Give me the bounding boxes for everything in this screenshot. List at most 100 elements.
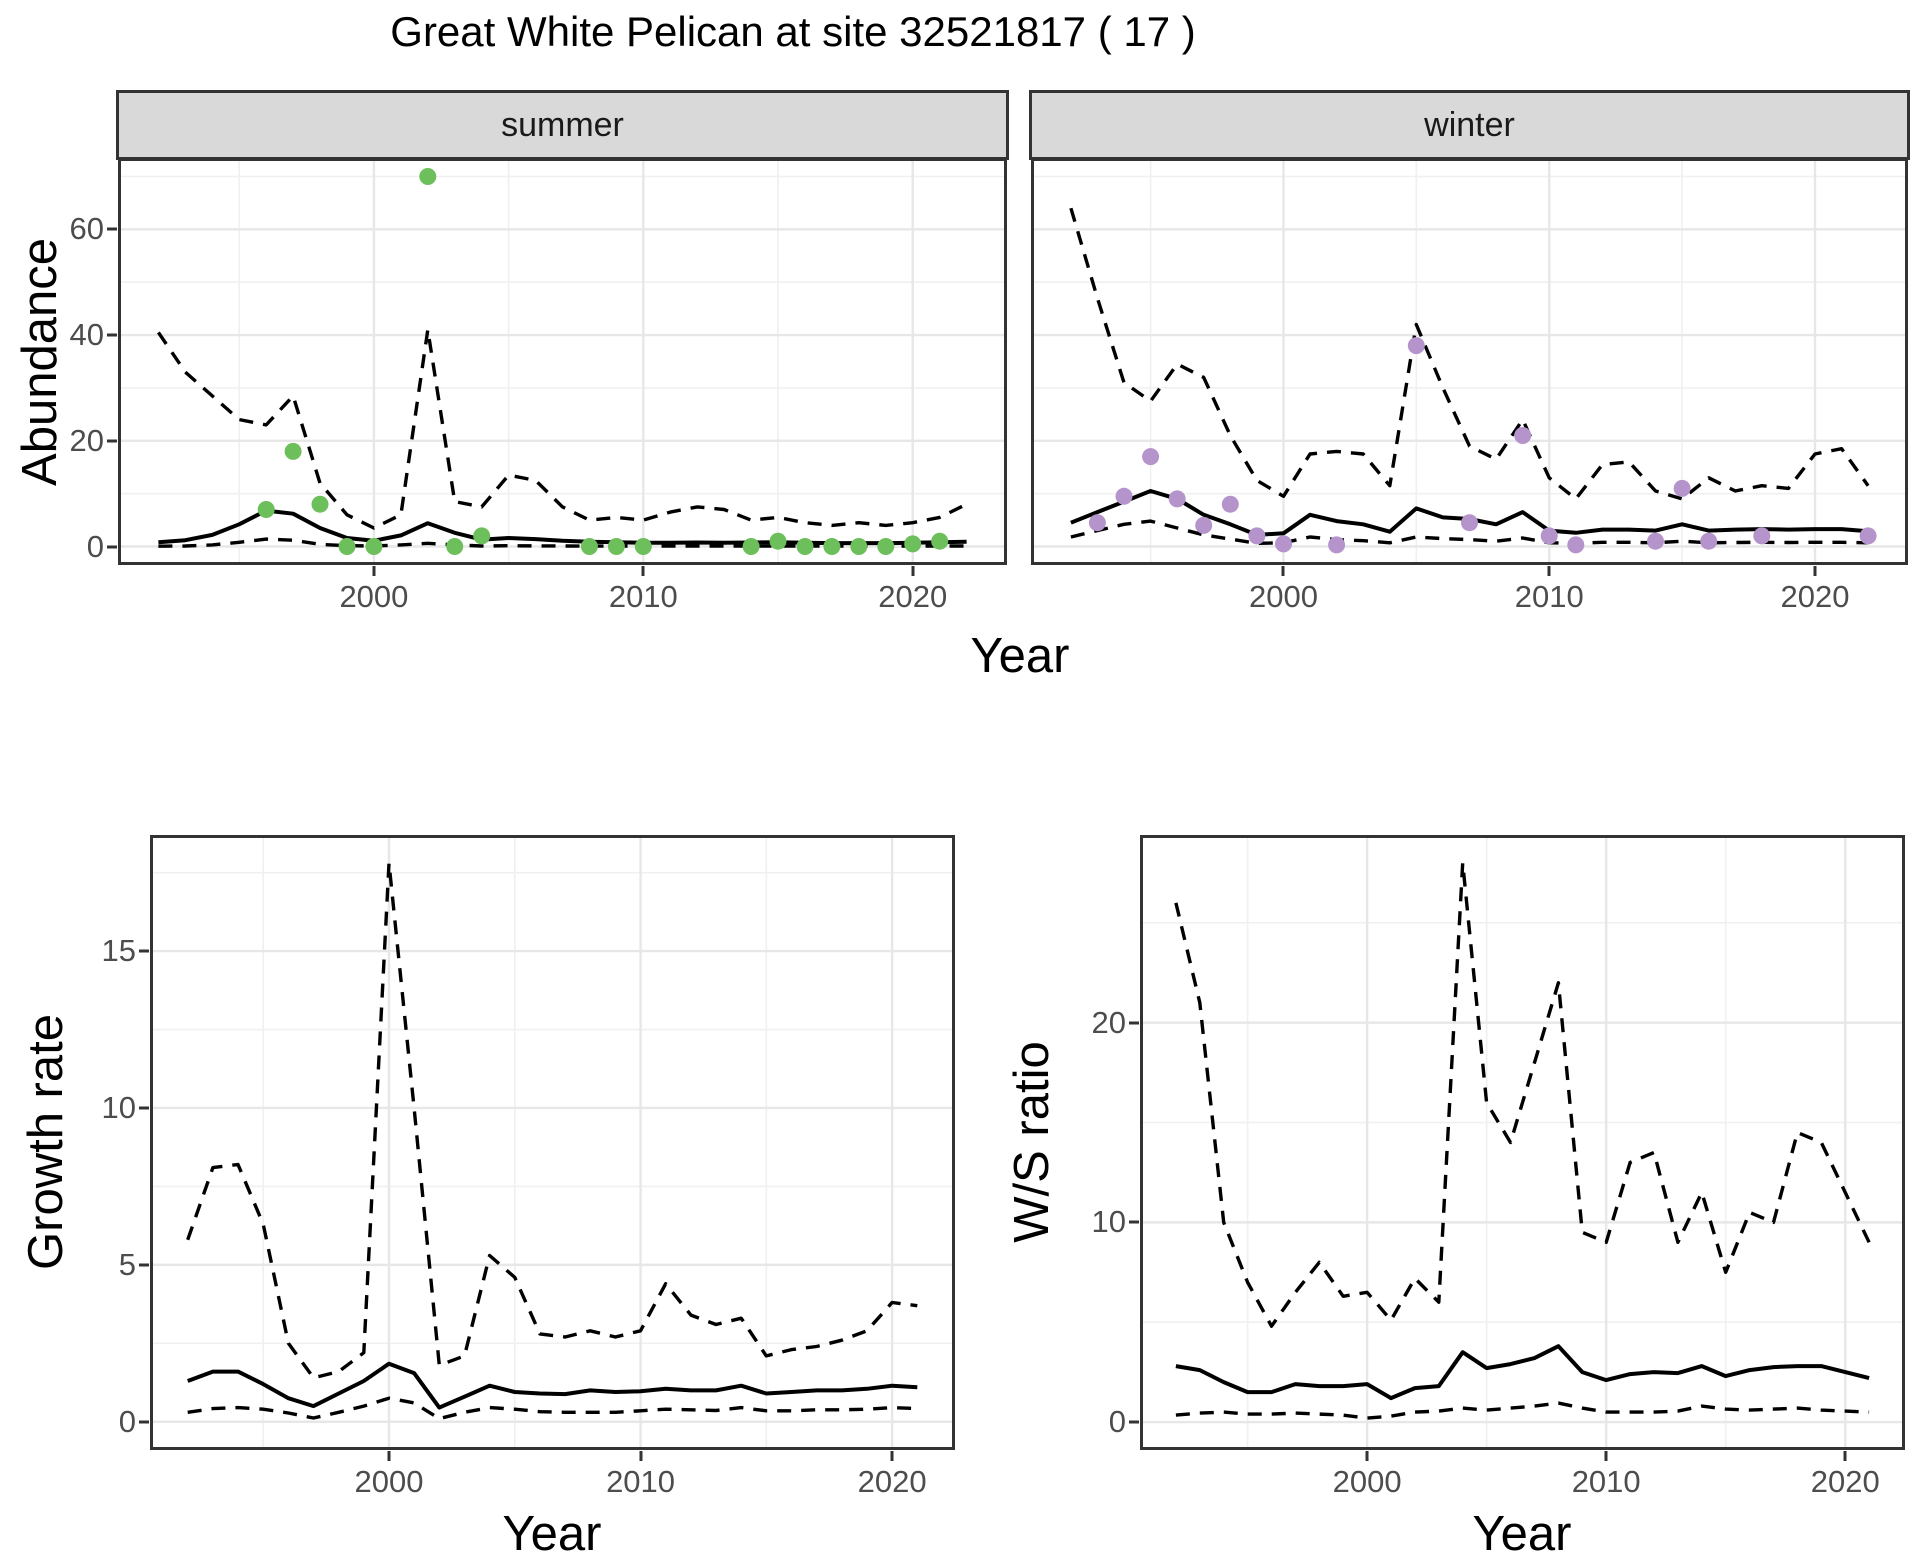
x-tick-mark [641, 566, 645, 576]
x-tick-label: 2000 [1248, 579, 1318, 614]
data-point-observed-counts-winter [1407, 337, 1425, 355]
data-point-observed-counts-summer [284, 442, 302, 460]
panel-abundance-winter [1031, 158, 1908, 570]
series-upper_95ci [1069, 207, 1870, 501]
y-tick-label: 5 [118, 1246, 136, 1282]
data-point-observed-counts-summer [580, 538, 598, 555]
x-tick-mark [372, 566, 376, 576]
data-point-observed-counts-winter [1142, 448, 1160, 466]
y-tick-mark [107, 439, 117, 443]
panel-border [1140, 835, 1905, 1450]
y-tick-label: 0 [1108, 1404, 1126, 1440]
data-point-observed-counts-summer [931, 532, 949, 550]
page-title: Great White Pelican at site 32521817 ( 1… [390, 8, 1196, 55]
series-lower_95ci [1175, 1401, 1870, 1420]
panel-border [1031, 158, 1908, 565]
data-point-observed-counts-summer [446, 538, 464, 555]
y-tick-label: 20 [69, 422, 104, 458]
y-tick-label: 10 [1091, 1204, 1126, 1240]
series-median [1175, 1344, 1870, 1401]
chart-abundance-summer [118, 158, 1007, 565]
y-tick-mark [1129, 1220, 1139, 1224]
data-point-observed-counts-winter [1221, 495, 1239, 513]
panel-ws-ratio [1140, 835, 1905, 1455]
panel-border [118, 158, 1007, 565]
x-tick-mark [1281, 566, 1285, 576]
x-axis-title-top: Year [970, 629, 1070, 683]
y-tick-mark [139, 1420, 149, 1424]
data-point-observed-counts-winter [1088, 514, 1106, 532]
y-tick-mark [139, 949, 149, 953]
chart-ws-ratio [1140, 835, 1905, 1450]
data-point-observed-counts-winter [1195, 516, 1213, 534]
data-point-observed-counts-summer [338, 538, 356, 555]
x-tick-mark [1843, 1451, 1847, 1461]
data-point-observed-counts-summer [473, 527, 491, 545]
x-tick-label: 2000 [354, 1464, 424, 1499]
x-tick-label: 2000 [339, 579, 409, 614]
data-point-observed-counts-winter [1540, 527, 1558, 545]
data-point-observed-counts-summer [365, 538, 383, 555]
x-tick-label: 2010 [606, 1464, 676, 1499]
x-tick-label: 2010 [1571, 1464, 1641, 1499]
data-point-observed-counts-summer [419, 168, 437, 185]
y-tick-label: 20 [1091, 1004, 1126, 1040]
facet-strip-summer: summer [116, 90, 1009, 160]
x-tick-mark [1365, 1451, 1369, 1461]
x-axis-title-ws-ratio: Year [1472, 1507, 1572, 1560]
y-tick-label: 40 [69, 317, 104, 353]
panel-growth-rate [150, 835, 955, 1455]
x-tick-mark [1547, 566, 1551, 576]
data-point-observed-counts-winter [1115, 487, 1133, 505]
x-tick-label: 2000 [1332, 1464, 1402, 1499]
x-tick-mark [387, 1451, 391, 1461]
data-point-observed-counts-winter [1514, 427, 1532, 444]
data-point-observed-counts-winter [1248, 527, 1266, 545]
data-point-observed-counts-winter [1673, 479, 1691, 497]
series-upper_95ci [156, 328, 968, 530]
y-axis-title-growth-rate: Growth rate [19, 1014, 73, 1270]
data-point-observed-counts-summer [257, 501, 275, 518]
y-tick-mark [1129, 1021, 1139, 1025]
y-tick-mark [139, 1106, 149, 1110]
x-axis-title-growth-rate: Year [502, 1507, 602, 1560]
x-tick-mark [1813, 566, 1817, 576]
data-point-observed-counts-summer [904, 535, 922, 553]
y-tick-label: 0 [118, 1403, 136, 1439]
series-median [187, 1361, 918, 1410]
x-tick-label: 2020 [1810, 1464, 1880, 1499]
data-point-observed-counts-summer [769, 532, 787, 550]
x-tick-label: 2010 [1514, 579, 1584, 614]
facet-label-winter: winter [1424, 105, 1515, 144]
series-lower_95ci [187, 1396, 918, 1421]
x-tick-mark [890, 1451, 894, 1461]
data-point-observed-counts-winter [1700, 532, 1718, 550]
x-tick-mark [911, 566, 915, 576]
y-tick-mark [107, 333, 117, 337]
panel-abundance-summer [118, 158, 1007, 570]
facet-label-summer: summer [501, 105, 624, 144]
series-upper_95ci [186, 861, 918, 1380]
x-tick-label: 2010 [608, 579, 678, 614]
chart-growth-rate [150, 835, 955, 1450]
data-point-observed-counts-winter [1859, 527, 1877, 545]
panel-border [150, 835, 955, 1450]
data-point-observed-counts-summer [850, 538, 868, 555]
y-tick-mark [107, 227, 117, 231]
x-tick-label: 2020 [1780, 579, 1850, 614]
data-point-observed-counts-winter [1567, 536, 1585, 554]
data-point-observed-counts-summer [607, 538, 625, 555]
y-tick-mark [139, 1263, 149, 1267]
y-tick-label: 60 [69, 211, 104, 247]
x-tick-label: 2020 [878, 579, 948, 614]
data-point-observed-counts-winter [1275, 535, 1292, 553]
y-tick-mark [1129, 1420, 1139, 1424]
x-tick-label: 2020 [857, 1464, 927, 1499]
data-point-observed-counts-summer [311, 495, 329, 513]
data-point-observed-counts-winter [1461, 514, 1478, 532]
x-tick-mark [1604, 1451, 1608, 1461]
data-point-observed-counts-winter [1328, 536, 1346, 554]
data-point-observed-counts-summer [796, 538, 814, 555]
series-upper_95ci [1174, 861, 1871, 1328]
